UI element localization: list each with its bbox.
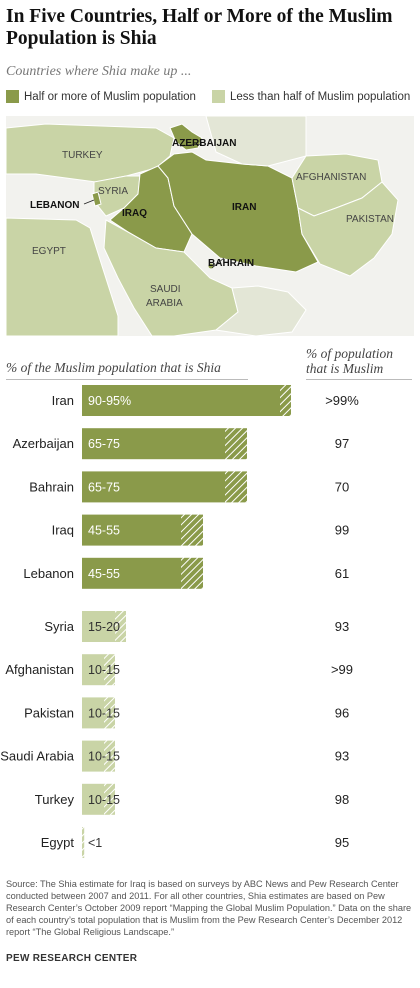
bar-lebanon bbox=[82, 557, 181, 589]
country-label-azerbaijan: Azerbaijan bbox=[13, 436, 74, 451]
legend-swatch-majority bbox=[6, 90, 19, 103]
country-label-lebanon: Lebanon bbox=[23, 566, 74, 581]
shia-bar-chart: Iran 90-95% >99% Azerbaijan 65-75 97 Bahrain 65… bbox=[0, 385, 359, 858]
muslim-share-lebanon: 61 bbox=[335, 566, 349, 581]
bar-range-afghanistan bbox=[104, 654, 115, 686]
bar-syria bbox=[82, 611, 115, 642]
source-note: Source: The Shia estimate for Iraq is ba… bbox=[6, 879, 412, 937]
muslim-share-turkey: 98 bbox=[335, 792, 349, 807]
left-column-header: % of the Muslim population that is Shia bbox=[6, 360, 221, 375]
muslim-share-syria: 93 bbox=[335, 619, 349, 634]
right-header-rule bbox=[306, 379, 412, 380]
map-label-iraq: IRAQ bbox=[122, 208, 147, 219]
bar-saudi-arabia bbox=[82, 740, 104, 772]
legend: Half or more of Muslim population Less t… bbox=[0, 90, 420, 108]
bar-range-iraq bbox=[181, 514, 203, 546]
legend-swatch-minority bbox=[212, 90, 225, 103]
legend-label-minority: Less than half of Muslim population bbox=[230, 90, 411, 103]
map-country-egypt bbox=[6, 217, 119, 336]
muslim-share-pakistan: 96 bbox=[335, 705, 349, 720]
map-label-afghanistan: AFGHANISTAN bbox=[296, 172, 366, 183]
bar-range-pakistan bbox=[104, 697, 115, 729]
muslim-share-saudi-arabia: 93 bbox=[335, 749, 349, 764]
bar-range-lebanon bbox=[181, 557, 203, 589]
bar-label-pakistan: 10-15 bbox=[88, 706, 120, 720]
muslim-share-egypt: 95 bbox=[335, 835, 349, 850]
bar-range-turkey bbox=[104, 783, 115, 815]
bar-label-iraq: 45-55 bbox=[88, 524, 120, 538]
map-label-turkey: TURKEY bbox=[62, 150, 103, 161]
map-leader-azerbaijan bbox=[179, 143, 203, 147]
bar-range-syria bbox=[115, 611, 126, 642]
map-label-azerbaijan: AZERBAIJAN bbox=[172, 138, 236, 149]
country-label-iran: Iran bbox=[52, 393, 74, 408]
country-label-pakistan: Pakistan bbox=[24, 705, 74, 720]
country-label-afghanistan: Afghanistan bbox=[5, 662, 74, 677]
legend-item-minority: Less than half of Muslim population bbox=[212, 90, 410, 103]
country-label-egypt: Egypt bbox=[41, 835, 75, 850]
muslim-share-iran: >99% bbox=[325, 393, 359, 408]
bar-azerbaijan bbox=[82, 428, 225, 460]
bar-label-syria: 15-20 bbox=[88, 620, 120, 634]
brand-footer: PEW RESEARCH CENTER bbox=[6, 953, 138, 964]
chart-rows: Iran 90-95% >99% Azerbaijan 65-75 97 Bahrain 65… bbox=[0, 385, 359, 858]
map-label-saudi-1: SAUDI bbox=[150, 284, 181, 295]
bar-iraq bbox=[82, 514, 181, 546]
map-label-egypt: EGYPT bbox=[32, 246, 66, 257]
legend-label-majority: Half or more of Muslim population bbox=[24, 90, 196, 103]
map-country-bahrain bbox=[208, 263, 214, 269]
map-label-syria: SYRIA bbox=[98, 186, 128, 197]
map-country-caspian-region bbox=[205, 116, 307, 167]
country-label-bahrain: Bahrain bbox=[29, 479, 74, 494]
map-country-azerbaijan bbox=[169, 123, 203, 151]
bar-label-egypt: <1 bbox=[88, 836, 102, 850]
bar-range-bahrain bbox=[225, 471, 247, 503]
country-label-iraq: Iraq bbox=[52, 523, 74, 538]
bar-label-afghanistan: 10-15 bbox=[88, 663, 120, 677]
bar-label-turkey: 10-15 bbox=[88, 793, 120, 807]
muslim-share-azerbaijan: 97 bbox=[335, 436, 349, 451]
bar-label-azerbaijan: 65-75 bbox=[88, 437, 120, 451]
left-header-rule bbox=[6, 379, 248, 380]
map-label-pakistan: PAKISTAN bbox=[346, 214, 394, 225]
region-map: TURKEY AZERBAIJAN SYRIA LEBANON IRAQ IRA… bbox=[6, 116, 414, 336]
map-label-lebanon: LEBANON bbox=[30, 200, 79, 211]
bar-bahrain bbox=[82, 471, 225, 503]
map-country-lebanon bbox=[91, 191, 102, 207]
map-country-pakistan bbox=[297, 181, 399, 277]
legend-item-majority: Half or more of Muslim population bbox=[6, 90, 196, 103]
country-label-saudi-arabia: Saudi Arabia bbox=[0, 749, 74, 764]
bar-turkey bbox=[82, 783, 104, 815]
map-leader-bahrain bbox=[211, 257, 225, 269]
bar-range-egypt bbox=[82, 827, 85, 858]
bar-pakistan bbox=[82, 697, 104, 729]
bar-label-saudi-arabia: 10-15 bbox=[88, 750, 120, 764]
right-column-header-2: that is Muslim bbox=[306, 361, 384, 376]
country-label-turkey: Turkey bbox=[35, 792, 75, 807]
bar-label-iran: 90-95% bbox=[88, 394, 131, 408]
country-label-syria: Syria bbox=[44, 619, 74, 634]
chart-title: In Five Countries, Half or More of the M… bbox=[6, 6, 393, 49]
bar-iran bbox=[82, 385, 280, 416]
map-label-bahrain: BAHRAIN bbox=[208, 258, 254, 269]
bar-range-azerbaijan bbox=[225, 428, 247, 460]
bar-label-bahrain: 65-75 bbox=[88, 480, 120, 494]
map-label-iran: IRAN bbox=[232, 202, 256, 213]
bar-label-lebanon: 45-55 bbox=[88, 567, 120, 581]
muslim-share-afghanistan: >99 bbox=[331, 662, 353, 677]
muslim-share-iraq: 99 bbox=[335, 523, 349, 538]
bar-range-saudi-arabia bbox=[104, 740, 115, 772]
bar-range-iran bbox=[280, 385, 291, 416]
map-label-saudi-2: ARABIA bbox=[146, 298, 183, 309]
right-column-header-1: % of population bbox=[306, 346, 393, 361]
bar-afghanistan bbox=[82, 654, 104, 686]
muslim-share-bahrain: 70 bbox=[335, 479, 349, 494]
map-country-gulf-states bbox=[214, 285, 307, 336]
map-leader-lebanon bbox=[83, 199, 95, 205]
chart-subtitle: Countries where Shia make up ... bbox=[6, 64, 192, 79]
